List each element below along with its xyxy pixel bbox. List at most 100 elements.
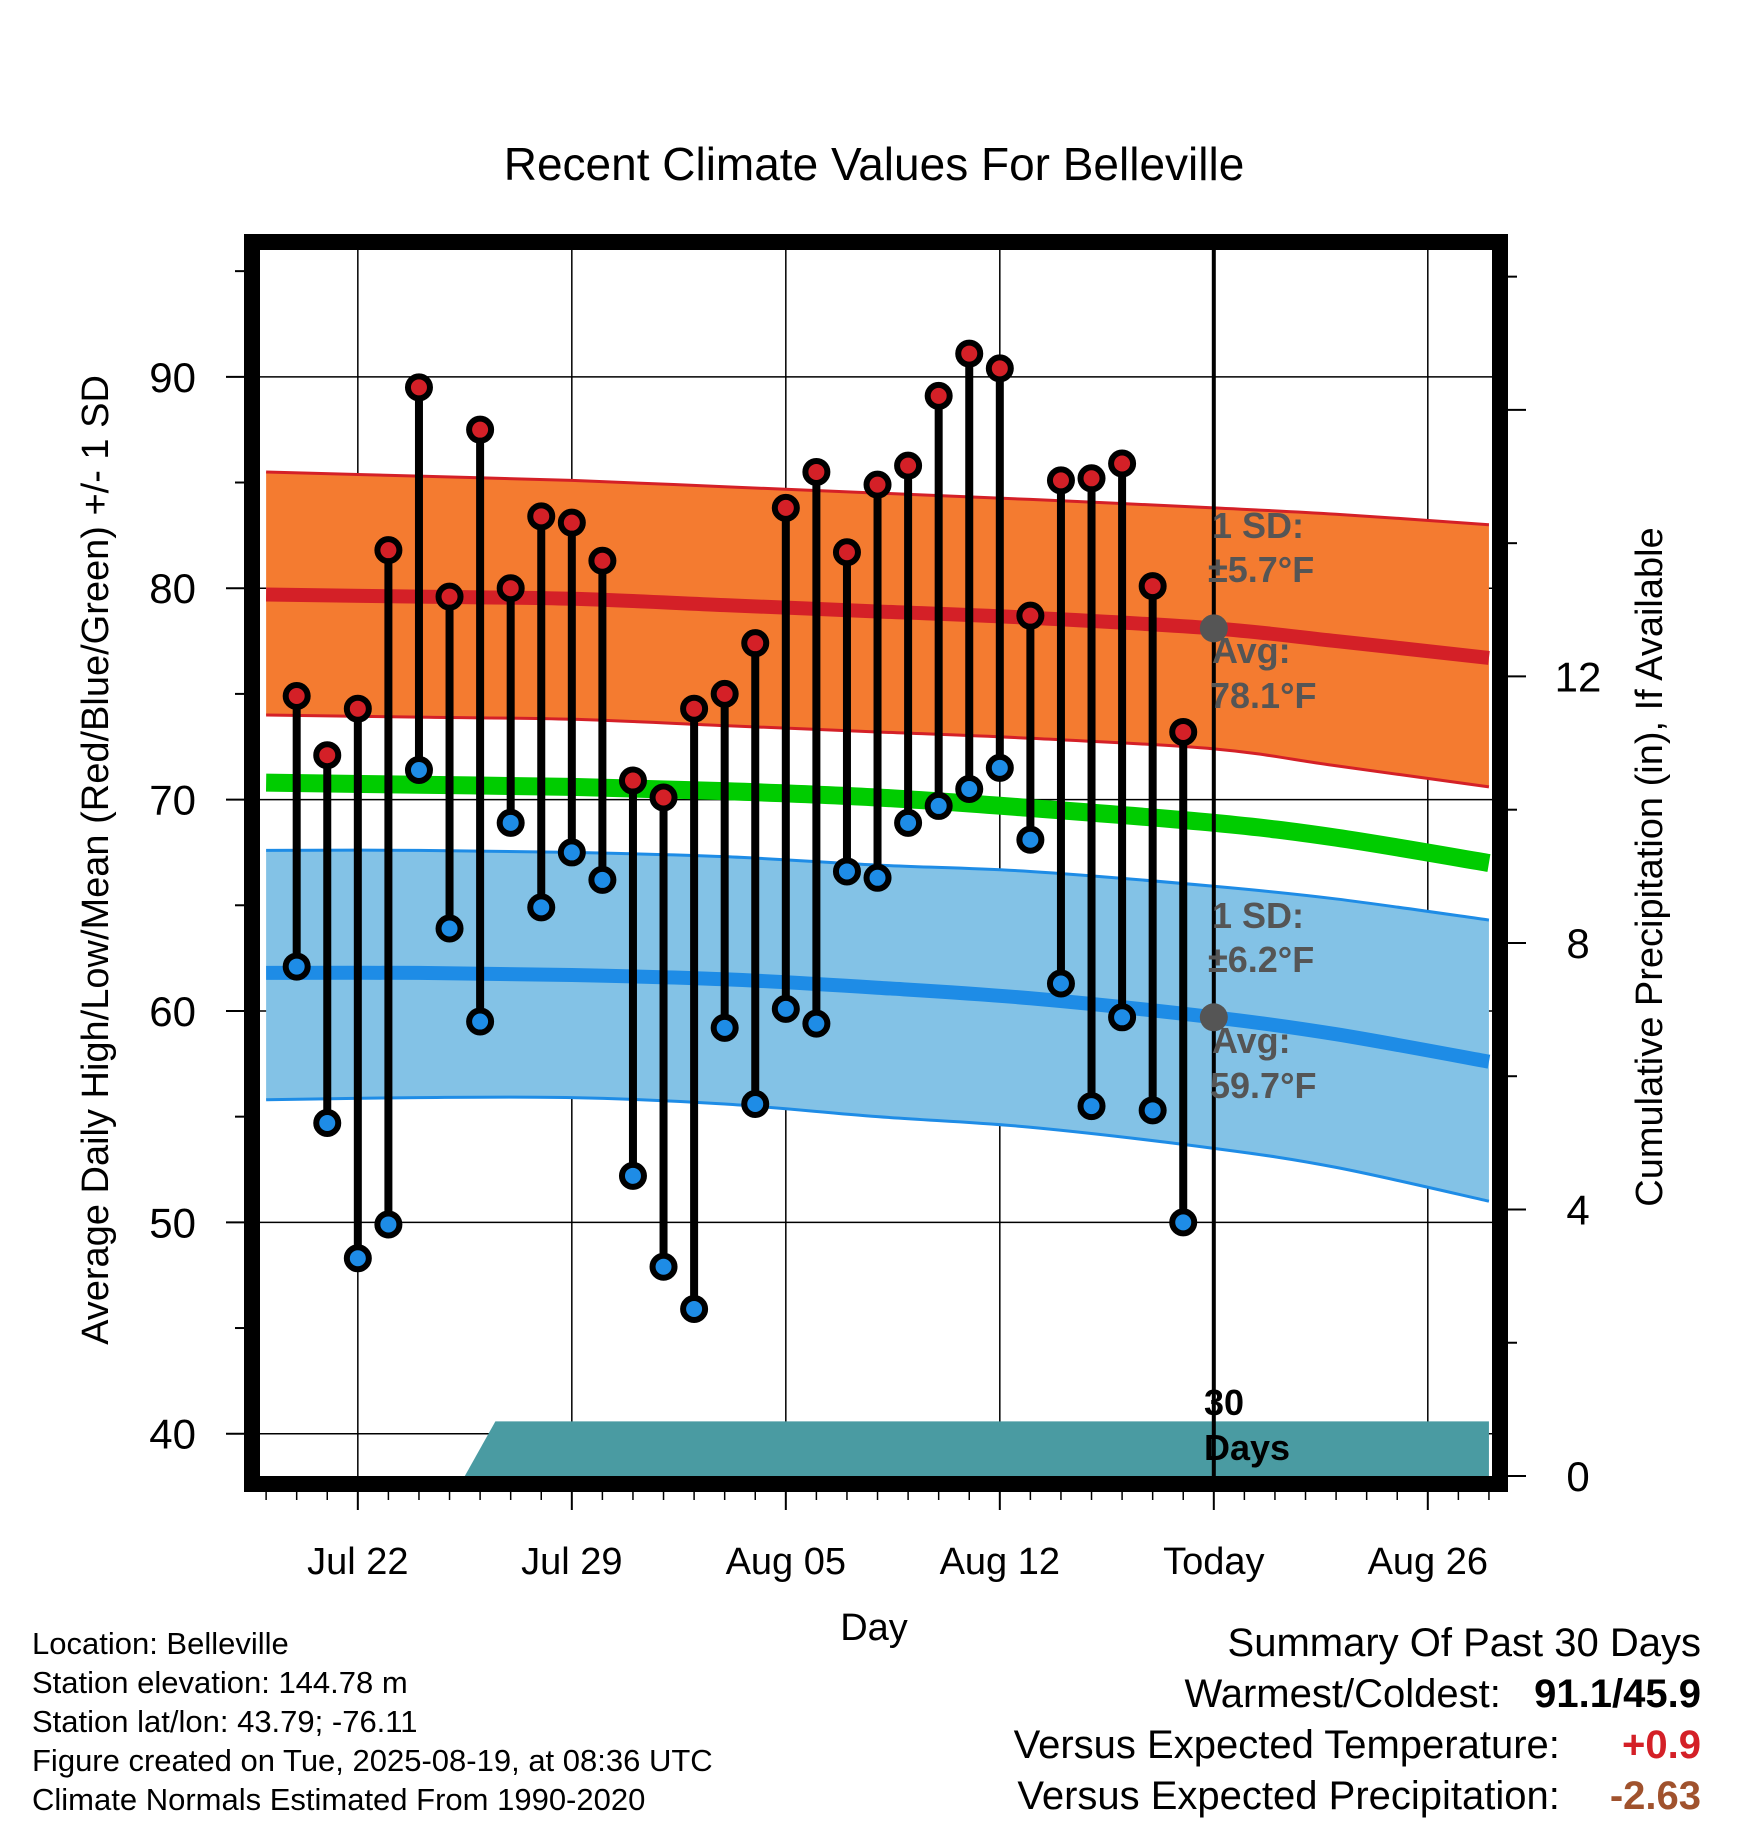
day-bar bbox=[924, 381, 953, 820]
high-point bbox=[527, 502, 556, 531]
high-point bbox=[894, 451, 923, 480]
y2-axis-label: Cumulative Precipitation (in), If Availa… bbox=[1629, 527, 1671, 1206]
day-bar bbox=[955, 339, 984, 804]
low-point bbox=[343, 1244, 372, 1273]
low-point bbox=[313, 1108, 342, 1137]
chart-title: Recent Climate Values For Belleville bbox=[504, 138, 1245, 190]
high-point bbox=[466, 415, 495, 444]
high-point bbox=[435, 582, 464, 611]
high-point bbox=[1016, 601, 1045, 630]
summary-title: Summary Of Past 30 Days bbox=[1227, 1621, 1701, 1665]
low-point bbox=[1169, 1208, 1198, 1237]
day-bar bbox=[313, 741, 342, 1137]
high-point bbox=[282, 682, 311, 711]
plot-frame bbox=[244, 234, 1508, 1492]
high-avg-marker bbox=[1199, 614, 1228, 643]
high-point bbox=[374, 536, 403, 565]
low-point bbox=[771, 994, 800, 1023]
low-point bbox=[741, 1089, 770, 1118]
day-bar bbox=[618, 766, 647, 1190]
summary-precip: Versus Expected Precipitation: -2.63 bbox=[1014, 1771, 1701, 1822]
y2-tick-label: 4 bbox=[1566, 1186, 1589, 1233]
low-point bbox=[985, 753, 1014, 782]
x-axis-label: Day bbox=[840, 1607, 908, 1649]
day-bar bbox=[832, 538, 861, 886]
day-bar bbox=[588, 546, 617, 894]
high-point bbox=[588, 546, 617, 575]
low-point bbox=[649, 1252, 678, 1281]
day-bar bbox=[863, 470, 892, 892]
low-point bbox=[863, 863, 892, 892]
low-point bbox=[282, 952, 311, 981]
daily-high-low-bars bbox=[282, 339, 1198, 1324]
temp-diff-value: +0.9 bbox=[1622, 1723, 1701, 1767]
low-point bbox=[832, 857, 861, 886]
y-tick-label: 50 bbox=[149, 1199, 196, 1246]
y-tick-label: 40 bbox=[149, 1411, 196, 1458]
created-text: Figure created on Tue, 2025-08-19, at 08… bbox=[32, 1743, 713, 1778]
low-point bbox=[955, 775, 984, 804]
day-bar bbox=[1016, 601, 1045, 854]
axes: 40 50 60 70 80 90 0 4 8 12 Jul 22 Jul 29 Aug 05 Aug 1… bbox=[149, 270, 1602, 1583]
normals-period-text: Climate Normals Estimated From 1990-2020 bbox=[32, 1782, 646, 1817]
high-point bbox=[1108, 449, 1137, 478]
low-point bbox=[435, 914, 464, 943]
high-point bbox=[1138, 572, 1167, 601]
low-point bbox=[527, 893, 556, 922]
precip-diff-value: -2.63 bbox=[1609, 1774, 1701, 1818]
summary-temp: Versus Expected Temperature: +0.9 bbox=[1014, 1720, 1701, 1771]
precipitation-area bbox=[464, 1421, 1489, 1476]
day-bar bbox=[649, 783, 678, 1281]
high-point bbox=[496, 574, 525, 603]
low-point bbox=[1108, 1003, 1137, 1032]
low-point bbox=[710, 1013, 739, 1042]
day-bar bbox=[985, 354, 1014, 782]
low-point bbox=[924, 791, 953, 820]
x-tick-label: Today bbox=[1163, 1541, 1264, 1583]
y-tick-label: 60 bbox=[149, 988, 196, 1035]
high-avg-value: 78.1°F bbox=[1210, 675, 1316, 716]
high-point bbox=[343, 694, 372, 723]
low-point bbox=[618, 1161, 647, 1190]
warm-cold-label: Warmest/Coldest: bbox=[1184, 1672, 1501, 1716]
high-point bbox=[404, 373, 433, 402]
day-bar bbox=[374, 536, 403, 1239]
high-point bbox=[1077, 464, 1106, 493]
high-point bbox=[680, 694, 709, 723]
low-normal-line bbox=[266, 965, 1491, 1069]
low-point bbox=[1016, 825, 1045, 854]
x-tick-label: Jul 22 bbox=[307, 1541, 408, 1583]
high-point bbox=[710, 679, 739, 708]
warm-cold-value: 91.1/45.9 bbox=[1534, 1672, 1701, 1716]
low-point bbox=[1046, 969, 1075, 998]
low-point bbox=[404, 755, 433, 784]
y-tick-label: 90 bbox=[149, 354, 196, 401]
high-point bbox=[1169, 717, 1198, 746]
y-tick-label: 80 bbox=[149, 565, 196, 612]
day-bar bbox=[710, 679, 739, 1042]
high-point bbox=[741, 629, 770, 658]
low-point bbox=[680, 1295, 709, 1324]
day-bar bbox=[496, 574, 525, 837]
x-tick-label: Jul 29 bbox=[521, 1541, 622, 1583]
low-sd-value: ±6.2°F bbox=[1208, 939, 1314, 980]
x-tick-label: Aug 05 bbox=[726, 1541, 846, 1583]
low-avg-value: 59.7°F bbox=[1210, 1065, 1316, 1106]
days-count-label: 30 bbox=[1204, 1382, 1244, 1423]
day-bar bbox=[1138, 572, 1167, 1125]
day-bar bbox=[557, 508, 586, 867]
precip-diff-label: Versus Expected Precipitation: bbox=[1017, 1774, 1560, 1818]
high-point bbox=[1046, 466, 1075, 495]
y2-tick-label: 12 bbox=[1555, 653, 1602, 700]
high-sd-label: 1 SD: bbox=[1212, 505, 1304, 546]
y2-tick-label: 0 bbox=[1566, 1453, 1589, 1500]
summary-warm-cold: Warmest/Coldest: 91.1/45.9 bbox=[1014, 1669, 1701, 1720]
low-sd-band-lower-edge bbox=[266, 1095, 1490, 1203]
day-bar bbox=[527, 502, 556, 922]
day-bar bbox=[894, 451, 923, 837]
high-point bbox=[924, 381, 953, 410]
high-point bbox=[802, 457, 831, 486]
low-avg-label: Avg: bbox=[1212, 1020, 1291, 1061]
high-avg-label: Avg: bbox=[1212, 630, 1291, 671]
temp-diff-label: Versus Expected Temperature: bbox=[1013, 1723, 1560, 1767]
